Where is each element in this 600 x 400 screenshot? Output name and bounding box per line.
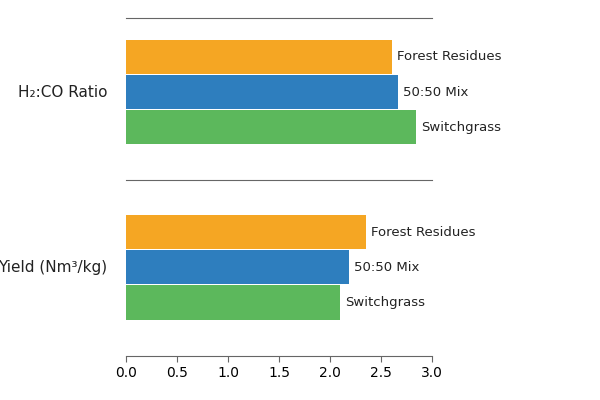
Bar bbox=[126, 40, 392, 74]
Bar bbox=[126, 75, 398, 109]
Bar bbox=[126, 110, 416, 144]
Text: 50:50 Mix: 50:50 Mix bbox=[403, 86, 469, 99]
Text: Forest Residues: Forest Residues bbox=[397, 50, 502, 64]
Text: 50:50 Mix: 50:50 Mix bbox=[355, 261, 420, 274]
Bar bbox=[126, 286, 340, 320]
Text: H₂:CO Ratio: H₂:CO Ratio bbox=[18, 85, 107, 100]
Bar bbox=[126, 215, 366, 249]
Text: Yield (Nm³/kg): Yield (Nm³/kg) bbox=[0, 260, 107, 275]
Text: Forest Residues: Forest Residues bbox=[371, 226, 475, 238]
Bar bbox=[126, 250, 349, 284]
Text: Switchgrass: Switchgrass bbox=[346, 296, 425, 309]
Text: Switchgrass: Switchgrass bbox=[421, 121, 501, 134]
